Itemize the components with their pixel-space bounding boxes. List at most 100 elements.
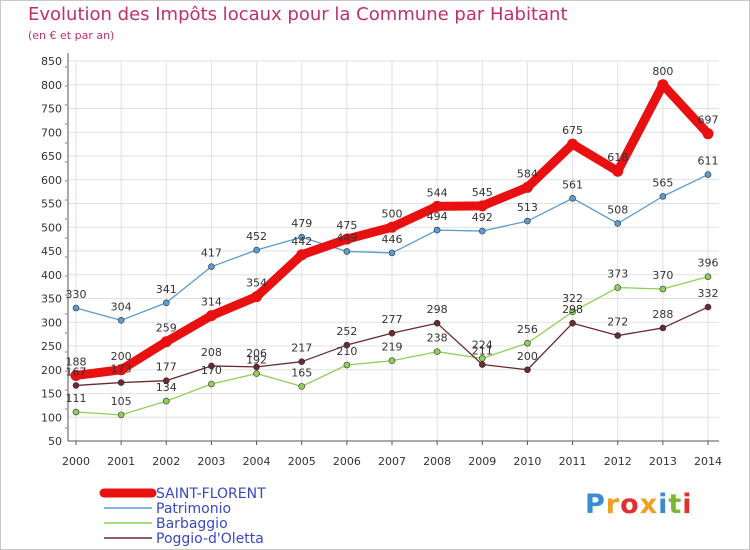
x-tick-label: 2007 xyxy=(378,455,406,468)
x-tick-label: 2012 xyxy=(604,455,632,468)
data-point-saint-florent xyxy=(612,165,624,177)
data-point-barbaggio xyxy=(569,308,576,316)
data-label-saint-florent: 354 xyxy=(246,277,267,290)
data-point-patrimonio xyxy=(704,171,712,178)
data-label-barbaggio: 192 xyxy=(246,354,267,367)
data-label-poggio-d-oletta: 177 xyxy=(156,361,177,374)
data-point-saint-florent xyxy=(702,128,714,140)
data-point-poggio-d-oletta xyxy=(614,332,622,339)
data-point-barbaggio xyxy=(208,380,215,388)
data-label-saint-florent: 584 xyxy=(517,167,538,180)
data-point-poggio-d-oletta xyxy=(253,363,260,371)
data-label-barbaggio: 105 xyxy=(111,395,132,408)
data-point-saint-florent xyxy=(521,181,533,193)
data-point-saint-florent xyxy=(115,364,127,376)
data-label-poggio-d-oletta: 167 xyxy=(66,365,87,378)
x-tick-label: 2002 xyxy=(152,455,180,468)
proxiti-logo: Proxiti xyxy=(585,489,693,520)
data-point-barbaggio xyxy=(704,273,712,280)
data-point-patrimonio xyxy=(659,193,667,200)
labels-layer: 330 304 341 417 452 479 449 446 494 492 513 561 508 5… xyxy=(66,65,719,408)
data-label-poggio-d-oletta: 252 xyxy=(336,325,357,338)
data-label-patrimonio: 494 xyxy=(427,210,448,223)
data-label-saint-florent: 545 xyxy=(472,186,493,199)
data-label-patrimonio: 508 xyxy=(607,203,628,216)
data-label-poggio-d-oletta: 332 xyxy=(698,287,719,300)
y-tick-label: 200 xyxy=(41,364,62,377)
data-label-poggio-d-oletta: 298 xyxy=(562,303,583,316)
data-point-poggio-d-oletta xyxy=(569,319,576,327)
x-tick-label: 2001 xyxy=(107,455,135,468)
data-point-patrimonio xyxy=(72,304,80,312)
data-label-poggio-d-oletta: 200 xyxy=(517,350,538,363)
data-point-saint-florent xyxy=(296,249,308,261)
data-label-poggio-d-oletta: 272 xyxy=(607,316,628,329)
grid xyxy=(68,60,719,442)
x-tick-label: 2013 xyxy=(649,455,677,468)
data-point-barbaggio xyxy=(614,284,622,291)
data-label-saint-florent: 697 xyxy=(698,114,719,127)
data-point-saint-florent xyxy=(160,336,172,348)
x-tick-label: 2005 xyxy=(288,455,316,468)
data-label-patrimonio: 492 xyxy=(472,211,493,224)
data-label-saint-florent: 314 xyxy=(201,296,222,309)
data-point-poggio-d-oletta xyxy=(433,319,441,327)
data-label-patrimonio: 330 xyxy=(66,288,87,301)
data-label-poggio-d-oletta: 288 xyxy=(652,308,673,321)
data-point-poggio-d-oletta xyxy=(72,382,80,389)
y-tick-label: 500 xyxy=(41,221,62,234)
data-point-poggio-d-oletta xyxy=(478,361,486,368)
data-point-patrimonio xyxy=(388,249,396,257)
data-label-barbaggio: 224 xyxy=(472,338,493,351)
data-label-poggio-d-oletta: 173 xyxy=(111,363,132,376)
y-tick-label: 50 xyxy=(48,435,62,448)
data-label-patrimonio: 304 xyxy=(111,300,132,313)
data-point-patrimonio xyxy=(117,317,125,324)
data-point-saint-florent xyxy=(341,233,353,245)
x-tick-label: 2011 xyxy=(559,455,587,468)
legend-label-saint-florent: SAINT-FLORENT xyxy=(156,486,266,502)
data-label-patrimonio: 417 xyxy=(201,247,222,260)
data-label-barbaggio: 238 xyxy=(427,332,448,345)
data-label-saint-florent: 500 xyxy=(382,207,403,220)
data-point-poggio-d-oletta xyxy=(208,362,215,370)
y-tick-label: 600 xyxy=(41,174,62,187)
data-point-barbaggio xyxy=(298,383,306,390)
data-label-barbaggio: 219 xyxy=(382,341,403,354)
data-point-barbaggio xyxy=(162,397,170,405)
logo-letter: o xyxy=(620,489,640,520)
data-point-poggio-d-oletta xyxy=(298,358,306,365)
data-point-saint-florent xyxy=(657,79,669,91)
x-tick-label: 2008 xyxy=(423,455,451,468)
data-point-patrimonio xyxy=(478,227,486,235)
legend: SAINT-FLORENTPatrimonioBarbaggioPoggio-d… xyxy=(99,486,266,547)
data-label-patrimonio: 446 xyxy=(382,233,403,246)
y-tick-label: 300 xyxy=(41,316,62,329)
data-label-saint-florent: 675 xyxy=(562,124,583,137)
x-tick-label: 2010 xyxy=(513,455,541,468)
data-label-barbaggio: 322 xyxy=(562,292,583,305)
y-tick-label: 800 xyxy=(41,79,62,92)
data-label-patrimonio: 565 xyxy=(652,176,673,189)
x-tick-label: 2000 xyxy=(62,455,90,468)
data-point-saint-florent xyxy=(251,291,263,303)
logo-letter: x xyxy=(639,489,659,520)
data-label-saint-florent: 475 xyxy=(336,219,357,232)
data-label-poggio-d-oletta: 211 xyxy=(472,345,493,358)
data-label-barbaggio: 170 xyxy=(201,364,222,377)
x-tick-label: 2003 xyxy=(197,455,225,468)
data-point-barbaggio xyxy=(433,348,441,356)
data-label-poggio-d-oletta: 206 xyxy=(246,347,267,360)
data-label-patrimonio: 341 xyxy=(156,283,177,296)
data-point-poggio-d-oletta xyxy=(388,329,396,337)
data-label-barbaggio: 256 xyxy=(517,323,538,336)
data-point-poggio-d-oletta xyxy=(162,377,170,384)
y-tick-label: 700 xyxy=(41,126,62,139)
data-point-poggio-d-oletta xyxy=(659,324,667,332)
data-label-patrimonio: 561 xyxy=(562,178,583,191)
data-label-saint-florent: 544 xyxy=(427,186,448,199)
y-tick-label: 400 xyxy=(41,269,62,282)
data-label-saint-florent: 800 xyxy=(652,65,673,78)
